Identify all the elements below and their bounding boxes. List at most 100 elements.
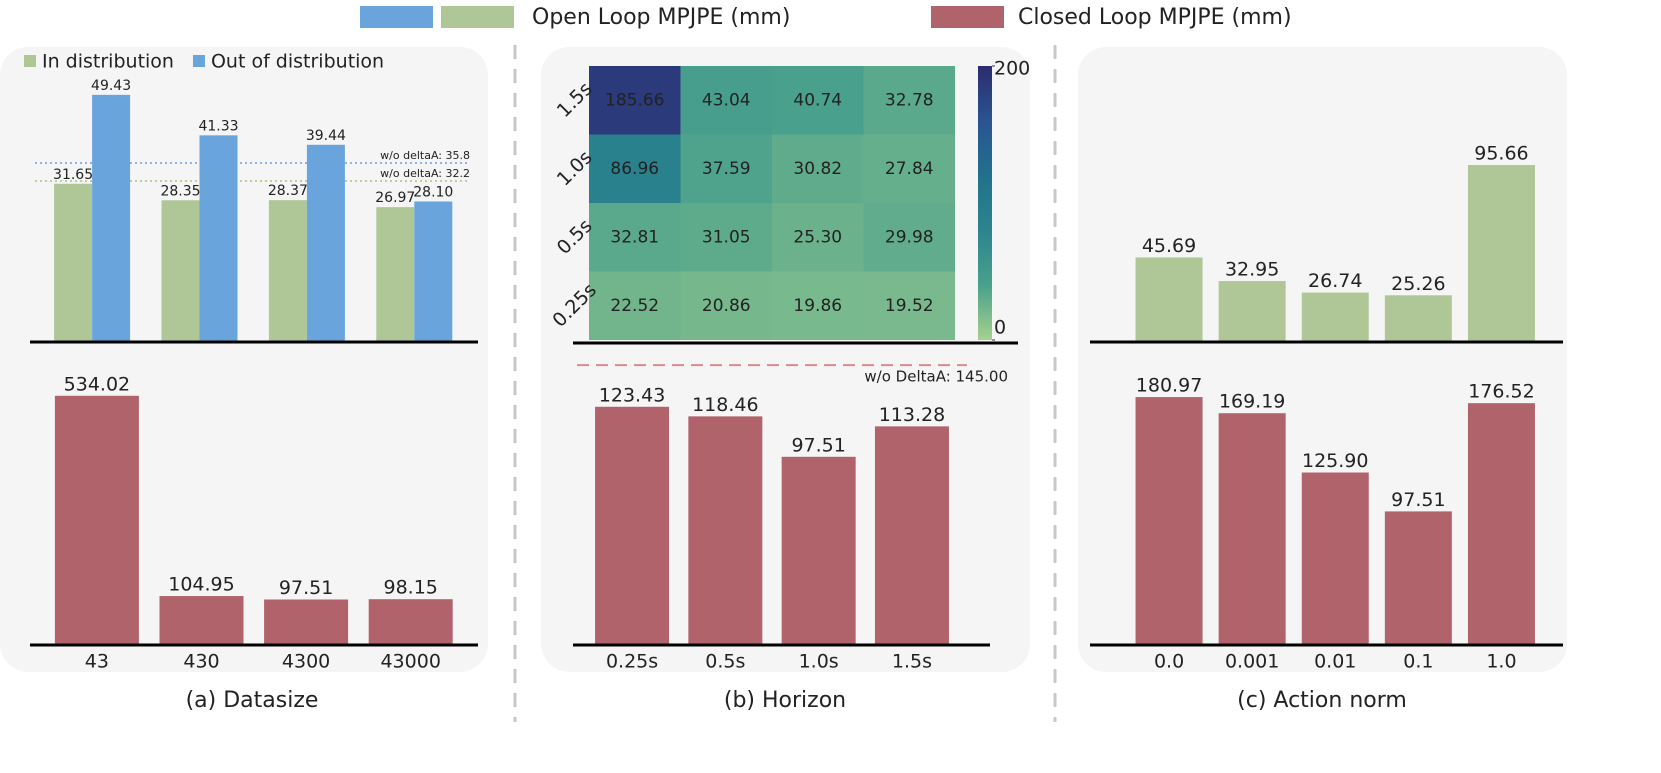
heatmap-cell xyxy=(863,271,955,340)
x-tick-label: 43000 xyxy=(380,651,440,673)
x-tick-label: 0.001 xyxy=(1225,651,1279,673)
cell-label: 31.05 xyxy=(702,227,751,247)
cell-label: 27.84 xyxy=(885,159,934,179)
x-tick-label: 1.0 xyxy=(1486,651,1516,673)
bar xyxy=(595,406,670,645)
value-label: 97.51 xyxy=(791,434,845,456)
heatmap-cell xyxy=(863,134,955,203)
bar xyxy=(264,599,349,645)
legend-label: Out of distribution xyxy=(211,51,384,73)
heatmap-cell xyxy=(680,203,772,272)
value-label: 31.65 xyxy=(53,167,93,183)
cell-label: 32.81 xyxy=(610,227,659,247)
heatmap-cell xyxy=(772,66,864,135)
value-label: 49.43 xyxy=(91,78,131,94)
cell-label: 43.04 xyxy=(702,90,751,110)
bar xyxy=(159,596,244,645)
bar xyxy=(414,201,453,342)
legend-label: In distribution xyxy=(42,51,174,73)
bar xyxy=(92,94,131,342)
value-label: 176.52 xyxy=(1468,381,1534,403)
heatmap-cell xyxy=(589,203,681,272)
value-label: 39.44 xyxy=(306,128,346,144)
heatmap-cell xyxy=(863,203,955,272)
heatmap-cell xyxy=(772,203,864,272)
x-tick-label: 0.01 xyxy=(1314,651,1356,673)
value-label: 28.35 xyxy=(160,183,200,199)
reference-label: w/o deltaA: 35.8 xyxy=(380,149,470,162)
legend-swatch xyxy=(360,6,433,28)
colorbar-tick-label: 200 xyxy=(994,58,1030,80)
value-label: 118.46 xyxy=(692,394,758,416)
value-label: 45.69 xyxy=(1142,235,1196,257)
reference-label: w/o DeltaA: 145.00 xyxy=(864,368,1008,386)
value-label: 98.15 xyxy=(383,577,437,599)
value-label: 95.66 xyxy=(1474,143,1528,165)
bar xyxy=(874,426,949,645)
bar xyxy=(781,456,856,645)
heatmap-cell xyxy=(680,66,772,135)
bar xyxy=(54,395,139,645)
bar xyxy=(1218,281,1286,342)
bar xyxy=(376,207,415,342)
x-tick-label: 1.5s xyxy=(892,651,932,673)
colorbar-tick-label: 0 xyxy=(994,317,1006,339)
heatmap-cell xyxy=(589,271,681,340)
value-label: 97.51 xyxy=(279,577,333,599)
cell-label: 22.52 xyxy=(610,296,659,316)
caption: (a) Datasize xyxy=(186,688,319,713)
value-label: 41.33 xyxy=(198,118,238,134)
value-label: 97.51 xyxy=(1391,489,1445,511)
value-label: 123.43 xyxy=(599,384,665,406)
reference-label: w/o deltaA: 32.2 xyxy=(380,167,470,180)
bar xyxy=(54,183,93,342)
value-label: 26.97 xyxy=(375,190,415,206)
bar xyxy=(199,135,238,342)
caption: (b) Horizon xyxy=(724,688,846,713)
x-tick-label: 0.1 xyxy=(1403,651,1433,673)
cell-label: 40.74 xyxy=(793,90,842,110)
cell-label: 37.59 xyxy=(702,159,751,179)
value-label: 113.28 xyxy=(879,404,945,426)
bar xyxy=(1301,472,1369,645)
bar xyxy=(1135,397,1203,645)
value-label: 28.10 xyxy=(413,185,453,201)
legend-swatch xyxy=(441,6,514,28)
heatmap-cell xyxy=(589,134,681,203)
cell-label: 30.82 xyxy=(793,159,842,179)
legend-label: Open Loop MPJPE (mm) xyxy=(532,5,790,30)
bar xyxy=(688,416,763,645)
bar xyxy=(1467,403,1535,645)
cell-label: 19.86 xyxy=(793,296,842,316)
value-label: 125.90 xyxy=(1302,450,1368,472)
value-label: 25.26 xyxy=(1391,273,1445,295)
legend-swatch xyxy=(931,6,1004,28)
value-label: 180.97 xyxy=(1136,375,1202,397)
cell-label: 185.66 xyxy=(605,90,664,110)
x-tick-label: 0.0 xyxy=(1154,651,1184,673)
x-tick-label: 43 xyxy=(85,651,109,673)
cell-label: 20.86 xyxy=(702,296,751,316)
bar xyxy=(161,200,200,342)
heatmap-cell xyxy=(680,134,772,203)
value-label: 104.95 xyxy=(168,574,234,596)
x-tick-label: 4300 xyxy=(282,651,330,673)
colorbar xyxy=(978,66,992,340)
value-label: 534.02 xyxy=(64,373,130,395)
cell-label: 86.96 xyxy=(610,159,659,179)
cell-label: 25.30 xyxy=(793,227,842,247)
bar xyxy=(1301,292,1369,342)
bar xyxy=(268,200,307,342)
cell-label: 32.78 xyxy=(885,90,934,110)
value-label: 169.19 xyxy=(1219,391,1285,413)
bar xyxy=(1384,511,1452,645)
bar xyxy=(1467,165,1535,342)
cell-label: 19.52 xyxy=(885,296,934,316)
value-label: 28.37 xyxy=(268,183,308,199)
x-tick-label: 0.5s xyxy=(705,651,745,673)
x-tick-label: 1.0s xyxy=(799,651,839,673)
heatmap-cell xyxy=(772,271,864,340)
heatmap-cell xyxy=(680,271,772,340)
x-tick-label: 430 xyxy=(183,651,219,673)
